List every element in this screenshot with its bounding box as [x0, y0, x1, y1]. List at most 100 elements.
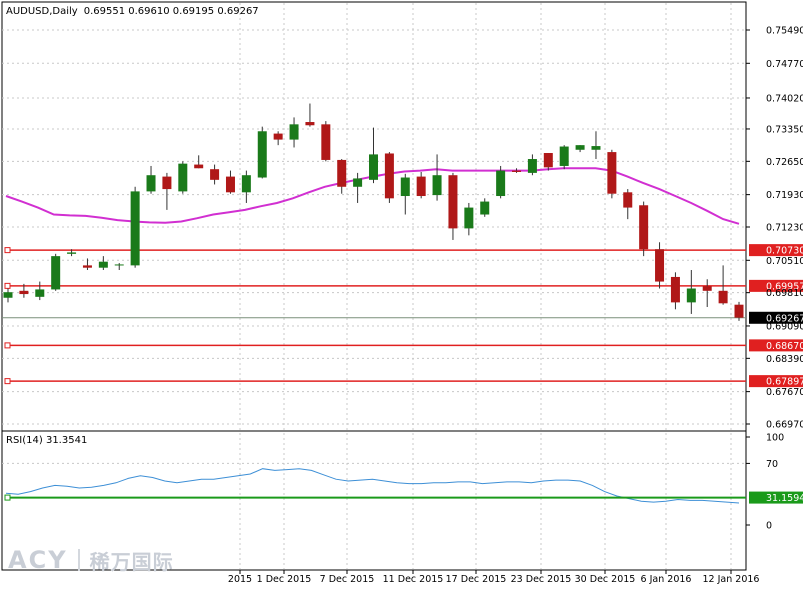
price-tick-label: 0.74770: [766, 59, 803, 70]
candle-body: [464, 207, 474, 229]
candle: [162, 172, 172, 210]
candle-body: [400, 177, 410, 197]
logo-divider: [77, 549, 80, 571]
candle: [337, 159, 347, 194]
level-price-tag: [749, 244, 803, 257]
price-tick-label: 0.68390: [766, 354, 803, 365]
time-tick-label: 6 Jan 2016: [641, 574, 692, 585]
candle: [19, 283, 29, 298]
level-price-tag: [749, 375, 803, 388]
level-price-tag: [749, 339, 803, 352]
rsi-tick-label: 70: [766, 459, 778, 470]
candle-body: [3, 292, 13, 298]
current-price-tag-text: 0.69267: [766, 313, 803, 324]
grid: [1, 1, 747, 571]
time-tick-label: 7 Dec 2015: [320, 574, 375, 585]
candle: [559, 145, 569, 170]
acy-logo: ACY 稀万国际: [8, 546, 174, 574]
candle: [178, 161, 188, 194]
price-tick-label: 0.70510: [766, 256, 803, 267]
level-handle: [4, 342, 11, 349]
candle: [273, 131, 283, 146]
level-price-tag-text: 0.70730: [766, 246, 803, 257]
candle: [98, 256, 108, 271]
price-tick-label: 0.72650: [766, 157, 803, 168]
candle: [591, 131, 601, 160]
candle-body: [146, 175, 156, 192]
candle-body: [559, 146, 569, 166]
candle: [35, 281, 45, 301]
candle-body: [114, 264, 124, 266]
candle-body: [19, 290, 29, 295]
price-tick-label: 0.75490: [766, 26, 803, 37]
time-tick-label: 30 Dec 2015: [575, 574, 636, 585]
candle-body: [718, 290, 728, 304]
candle-body: [480, 201, 490, 215]
candle-body: [305, 122, 315, 126]
candle: [639, 201, 649, 257]
candle: [416, 171, 426, 199]
price-tick-label: 0.74020: [766, 93, 803, 104]
level-price-tag: [749, 279, 803, 292]
candle-body: [273, 133, 283, 140]
candle-body: [512, 170, 522, 172]
candle: [321, 121, 331, 162]
candle-body: [575, 145, 585, 150]
candle-body: [178, 163, 188, 192]
candle: [51, 253, 61, 291]
rsi-level-tag: [749, 491, 803, 504]
candle-body: [353, 178, 363, 187]
current-price-tag: [749, 311, 803, 324]
rsi-panel: 100 70 0 31.1594: [2, 433, 803, 532]
candle: [257, 126, 267, 179]
candle-body: [67, 252, 77, 254]
candle: [369, 127, 378, 184]
level-price-tag-text: 0.69957: [766, 281, 803, 292]
rsi-level-tag-text: 31.1594: [766, 493, 803, 504]
candle: [194, 155, 204, 169]
time-axis: 2015 1 Dec 2015 7 Dec 2015 11 Dec 2015 17 De…: [228, 570, 760, 585]
level-handle: [4, 282, 11, 289]
candle-body: [702, 286, 712, 291]
candle-body: [98, 261, 108, 268]
candle-body: [432, 175, 442, 196]
candle: [114, 263, 124, 271]
candle: [82, 258, 92, 271]
candle: [353, 172, 363, 203]
candle: [527, 154, 537, 176]
candle-body: [670, 276, 680, 303]
candle: [225, 170, 235, 194]
candle-body: [734, 304, 744, 318]
price-tick-label: 0.69810: [766, 288, 803, 299]
rsi-label: RSI(14) 31.3541: [6, 435, 87, 446]
candle: [623, 189, 633, 220]
candle: [210, 164, 220, 185]
price-tick-label: 0.73350: [766, 124, 803, 135]
candle: [67, 249, 77, 257]
candle-body: [543, 153, 553, 168]
level-handle: [4, 247, 11, 254]
candle-body: [686, 288, 696, 303]
candle: [543, 153, 553, 171]
candle: [734, 301, 744, 321]
candle: [496, 165, 506, 199]
candle-body: [225, 176, 235, 193]
candle: [305, 103, 315, 127]
candle-body: [384, 153, 394, 199]
time-tick-label: 12 Jan 2016: [703, 574, 760, 585]
candle: [289, 117, 299, 148]
candle-body: [623, 192, 633, 208]
candle-body: [448, 175, 458, 229]
candle: [241, 170, 251, 203]
candle-body: [496, 170, 506, 197]
candle-body: [416, 176, 426, 197]
candle-body: [337, 159, 347, 187]
candle-body: [35, 289, 45, 297]
rsi-line: [5, 468, 740, 504]
candle-body: [51, 256, 61, 290]
candle: [130, 186, 140, 268]
candle: [686, 270, 696, 314]
candle-body: [369, 154, 378, 180]
